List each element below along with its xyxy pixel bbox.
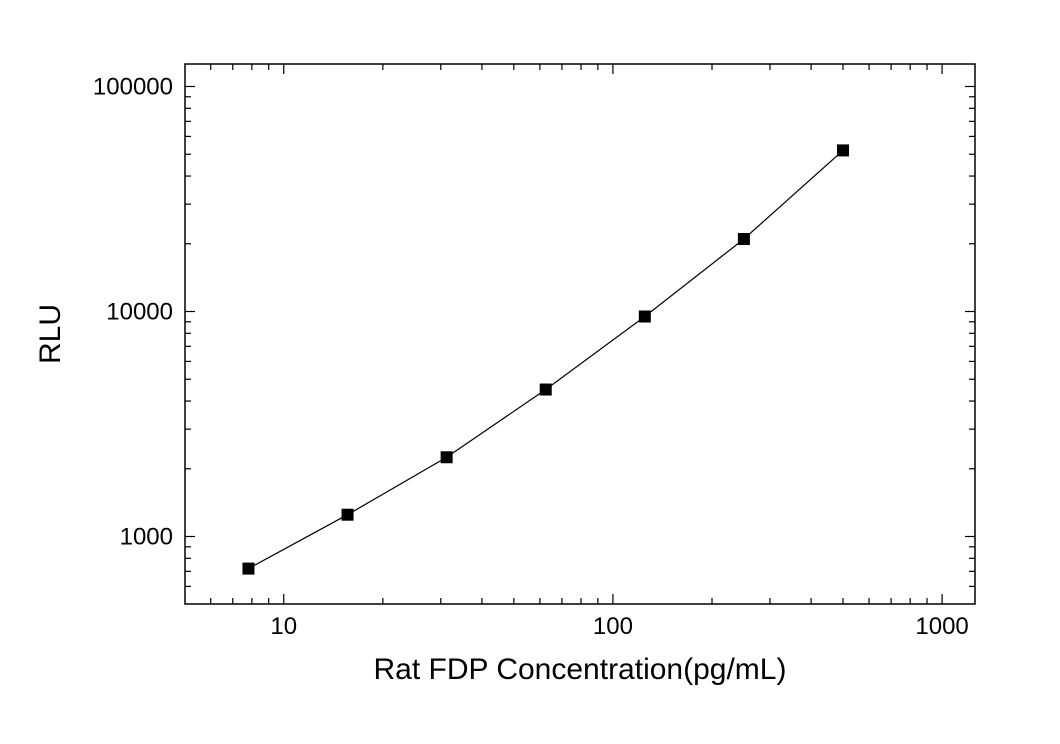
data-point: [242, 563, 254, 575]
x-axis-title: Rat FDP Concentration(pg/mL): [374, 653, 787, 686]
x-tick-label: 10: [270, 613, 297, 640]
x-tick-label: 1000: [915, 613, 968, 640]
chart-container: 10 100 1000 1000 10000 100000 Rat FDP Concentr…: [0, 0, 1060, 744]
x-tick-label: 100: [593, 613, 633, 640]
data-point: [441, 451, 453, 463]
y-axis-title: RLU: [34, 304, 67, 364]
chart-svg: 10 100 1000 1000 10000 100000 Rat FDP Concentr…: [0, 0, 1060, 744]
data-point: [837, 144, 849, 156]
data-point: [540, 384, 552, 396]
chart-background: [0, 0, 1060, 744]
y-tick-label: 100000: [93, 74, 173, 101]
y-tick-label: 10000: [106, 299, 173, 326]
data-point: [342, 509, 354, 521]
y-tick-label: 1000: [120, 524, 173, 551]
data-point: [738, 233, 750, 245]
data-point: [639, 311, 651, 323]
